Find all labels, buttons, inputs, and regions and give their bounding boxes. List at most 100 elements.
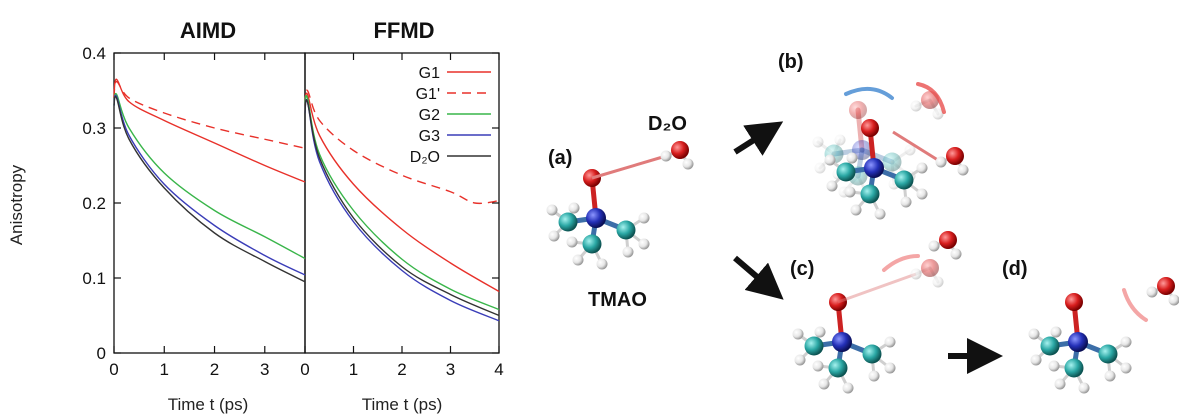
aimd-plot-frame xyxy=(113,52,306,354)
ffmd-series xyxy=(304,89,500,322)
series-line-aimd-g3 xyxy=(113,94,306,276)
motion-arrow xyxy=(882,254,920,272)
hydrogen-atom xyxy=(818,378,830,390)
aimd-series xyxy=(113,78,306,283)
panel-label-b: (b) xyxy=(778,51,804,73)
hydrogen-atom xyxy=(844,186,856,198)
oxygen-atom xyxy=(849,101,867,119)
hydrogen-atom xyxy=(932,108,944,120)
x-tick-label: 1 xyxy=(160,360,169,379)
x-tick-label: 4 xyxy=(494,360,503,379)
hydrogen-atom xyxy=(904,144,916,156)
legend: G1 G1' G2 G3 D₂O xyxy=(410,65,491,166)
hydrogen-atom xyxy=(874,208,886,220)
series-line-ffmd-g1 xyxy=(304,92,500,293)
x-ticks: 0 1 2 3 0 1 2 3 4 xyxy=(109,53,504,379)
hydrogen-atom xyxy=(682,158,694,170)
hydrogen-atom xyxy=(1146,286,1158,298)
hydrogen-atom xyxy=(622,246,634,258)
hydrogen-atom xyxy=(842,382,854,394)
hydrogen-atom xyxy=(910,100,922,112)
carbon-atom xyxy=(1040,336,1060,356)
motion-arrow xyxy=(916,82,946,114)
carbon-atom xyxy=(836,162,856,182)
series-line-aimd-g1 xyxy=(113,80,306,149)
oxygen-atom xyxy=(939,231,957,249)
hydrogen-atom xyxy=(1028,328,1040,340)
d2o-label: D₂O xyxy=(648,113,687,135)
legend-label: D₂O xyxy=(410,149,440,166)
hydrogen-atom xyxy=(572,254,584,266)
hydrogen-atom xyxy=(910,268,922,280)
hydrogen-atom xyxy=(1078,382,1090,394)
series-line-aimd-g2 xyxy=(113,92,306,260)
y-ticks: 0 0.1 0.2 0.3 0.4 xyxy=(82,44,499,363)
carbon-atom xyxy=(1064,358,1084,378)
y-axis-label: Anisotropy xyxy=(7,164,26,245)
carbon-atom xyxy=(582,234,602,254)
x-tick-label: 3 xyxy=(260,360,269,379)
oxygen-atom xyxy=(946,147,964,165)
molecular-diagram: (a) (b) (c) (d) D₂O TMAO xyxy=(546,51,1179,394)
carbon-atom xyxy=(862,344,882,364)
series-line-ffmd-g1 xyxy=(304,89,500,205)
y-tick-label: 0 xyxy=(97,344,106,363)
carbon-atom xyxy=(804,336,824,356)
nitrogen-atom xyxy=(586,208,606,228)
series-line-ffmd-g3 xyxy=(304,99,500,322)
hydrogen-bond xyxy=(591,154,667,180)
hydrogen-atom xyxy=(1120,336,1132,348)
hydrogen-atom xyxy=(792,328,804,340)
hydrogen-atom xyxy=(916,162,928,174)
hydrogen-atom xyxy=(916,188,928,200)
hydrogen-atom xyxy=(596,258,608,270)
carbon-atom xyxy=(1098,344,1118,364)
hydrogen-atom xyxy=(812,360,824,372)
y-tick-label: 0.3 xyxy=(82,119,106,138)
hydrogen-atom xyxy=(826,180,838,192)
hydrogen-atom xyxy=(1168,294,1179,306)
oxygen-atom xyxy=(1157,277,1175,295)
series-line-aimd-g1 xyxy=(113,78,306,183)
x-tick-label: 0 xyxy=(300,360,309,379)
motion-arrow xyxy=(1122,288,1148,322)
legend-label: G2 xyxy=(419,107,440,124)
series-line-ffmd-g2 xyxy=(304,94,500,311)
hydrogen-atom xyxy=(814,162,826,174)
hydrogen-atom xyxy=(1054,378,1066,390)
oxygen-atom xyxy=(921,259,939,277)
hydrogen-atom xyxy=(834,134,846,146)
x-tick-label: 0 xyxy=(109,360,118,379)
aimd-title: AIMD xyxy=(180,18,236,43)
oxygen-atom xyxy=(861,119,879,137)
x-tick-label: 2 xyxy=(210,360,219,379)
x-tick-label: 1 xyxy=(349,360,358,379)
series-line-aimd-do xyxy=(113,95,306,283)
legend-label: G1' xyxy=(416,86,440,103)
hydrogen-atom xyxy=(950,248,962,260)
hydrogen-atom xyxy=(850,204,862,216)
hydrogen-atom xyxy=(794,354,806,366)
hydrogen-atom xyxy=(932,276,944,288)
hydrogen-atom xyxy=(546,204,558,216)
hydrogen-atom xyxy=(935,156,947,168)
hydrogen-atom xyxy=(660,150,672,162)
hydrogen-atom xyxy=(1048,360,1060,372)
hydrogen-atom xyxy=(868,370,880,382)
carbon-atom xyxy=(558,212,578,232)
motion-arrow xyxy=(844,86,894,100)
oxygen-atom xyxy=(1065,293,1083,311)
series-line-ffmd-do xyxy=(304,99,500,317)
y-tick-label: 0.4 xyxy=(82,44,106,63)
panel-label-a: (a) xyxy=(548,147,572,169)
ffmd-title: FFMD xyxy=(373,18,434,43)
arrow-a-to-c xyxy=(733,255,784,300)
hydrogen-atom xyxy=(566,236,578,248)
carbon-atom xyxy=(828,358,848,378)
nitrogen-atom xyxy=(1068,332,1088,352)
nitrogen-atom xyxy=(864,158,884,178)
ffmd-plot-frame xyxy=(304,52,500,354)
hydrogen-bond xyxy=(892,130,942,164)
carbon-atom xyxy=(616,220,636,240)
